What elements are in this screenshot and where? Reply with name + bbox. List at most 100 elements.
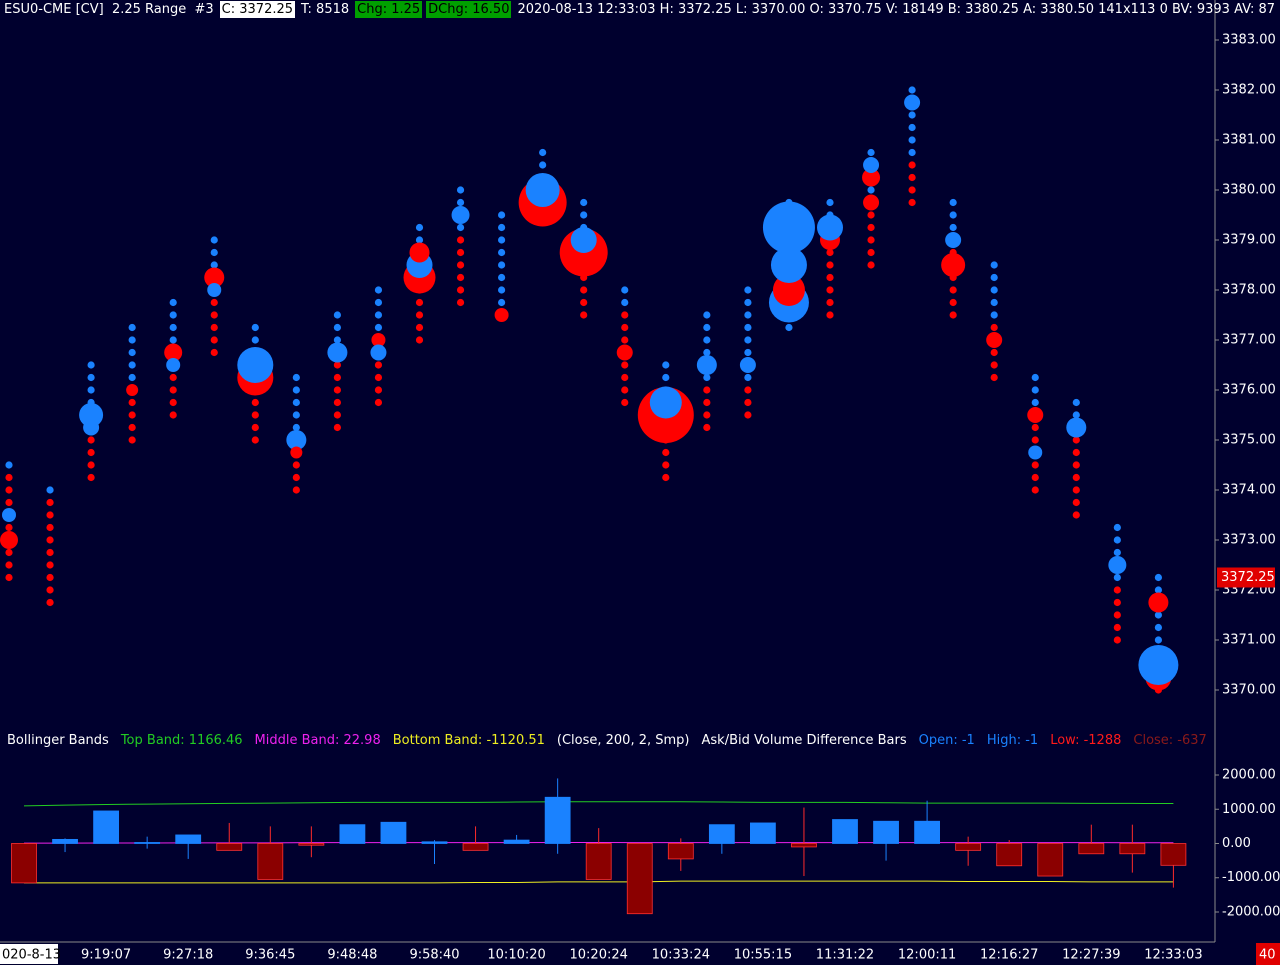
- volume-bubble: [863, 194, 880, 211]
- last-price-label: 3372.25: [1221, 570, 1275, 585]
- level-dot: [908, 123, 916, 132]
- level-dot: [292, 411, 300, 419]
- time-label: 9:48:48: [327, 948, 377, 963]
- level-dot: [415, 298, 424, 307]
- level-dot: [456, 298, 465, 307]
- level-dot: [744, 323, 752, 332]
- candle-body: [626, 843, 653, 915]
- level-dot: [703, 373, 711, 382]
- level-dot: [374, 398, 383, 407]
- level-dot: [333, 386, 341, 394]
- level-dot: [621, 311, 629, 319]
- level-dot: [1031, 398, 1039, 407]
- candle-body: [585, 843, 612, 880]
- level-dot: [703, 311, 711, 319]
- level-dot: [867, 261, 875, 269]
- level-dot: [703, 348, 711, 357]
- volume-bubble: [863, 157, 880, 173]
- level-dot: [949, 286, 957, 294]
- level-dot: [703, 411, 711, 419]
- level-dot: [292, 423, 300, 432]
- volume-bubble: [79, 403, 104, 427]
- level-dot: [744, 311, 752, 319]
- volume-bubble: [370, 344, 387, 361]
- level-dot: [169, 411, 177, 419]
- level-dot: [826, 311, 834, 319]
- legend-entry: Bottom Band: -1120.51: [392, 733, 545, 748]
- level-dot: [5, 473, 13, 482]
- level-dot: [128, 336, 136, 344]
- volume-bubble: [371, 333, 386, 347]
- level-dot: [580, 298, 588, 307]
- level-dot: [415, 336, 424, 344]
- level-dot: [415, 223, 424, 232]
- level-dot: [169, 398, 177, 407]
- volume-bubble: [762, 201, 815, 254]
- level-dot: [621, 298, 629, 307]
- level-dot: [46, 561, 54, 569]
- level-dot: [333, 323, 341, 332]
- level-dot: [87, 436, 95, 444]
- level-dot: [292, 398, 300, 407]
- candle-body: [421, 841, 448, 844]
- level-dot: [621, 373, 629, 382]
- level-dot: [539, 161, 547, 169]
- candle-body: [667, 843, 694, 860]
- volume-bubble: [772, 274, 805, 306]
- level-dot: [1113, 586, 1121, 594]
- level-dot: [456, 236, 465, 244]
- legend-entry: High: -1: [986, 733, 1039, 748]
- header: ESU0-CME [CV] 2.25 Range #3 C: 3372.25 T: …: [2, 1, 1277, 18]
- level-dot: [867, 186, 875, 194]
- level-dot: [908, 186, 916, 194]
- volume-bubble: [1066, 417, 1087, 438]
- level-dot: [5, 498, 13, 507]
- level-dot: [1113, 636, 1121, 644]
- level-dot: [5, 573, 13, 582]
- level-dot: [169, 336, 177, 344]
- level-dot: [498, 211, 506, 219]
- level-dot: [333, 373, 341, 382]
- level-dot: [1154, 636, 1162, 644]
- level-dot: [128, 361, 136, 369]
- level-dot: [580, 198, 588, 207]
- level-dot: [251, 423, 259, 432]
- volume-bubble: [286, 430, 307, 450]
- level-dot: [1031, 386, 1039, 394]
- level-dot: [1031, 486, 1039, 494]
- volume-bubble: [649, 386, 682, 419]
- volume-bubble: [83, 419, 100, 436]
- level-dot: [87, 361, 95, 369]
- level-dot: [5, 548, 13, 557]
- level-dot: [498, 273, 506, 282]
- level-dot: [333, 411, 341, 419]
- level-dot: [128, 323, 136, 332]
- level-dot: [5, 523, 13, 532]
- level-dot: [374, 361, 383, 369]
- level-dot: [292, 473, 300, 482]
- volume-bubble: [817, 214, 843, 241]
- level-dot: [169, 311, 177, 319]
- level-dot: [128, 348, 136, 357]
- time-label: 10:55:15: [734, 948, 792, 963]
- candle-body: [1078, 843, 1105, 855]
- level-dot: [744, 286, 752, 294]
- level-dot: [1113, 523, 1121, 532]
- level-dot: [46, 586, 54, 594]
- candle-body: [298, 843, 325, 846]
- level-dot: [128, 398, 136, 407]
- level-dot: [169, 323, 177, 332]
- volume-bubble: [739, 357, 756, 373]
- level-dot: [621, 398, 629, 407]
- level-dot: [1072, 511, 1080, 519]
- candle-body: [832, 819, 858, 844]
- level-dot: [374, 323, 383, 332]
- level-dot: [744, 398, 752, 407]
- level-dot: [210, 298, 218, 307]
- band-line: [23, 801, 1174, 807]
- level-dot: [580, 311, 588, 319]
- level-dot: [456, 198, 465, 207]
- level-dot: [87, 386, 95, 394]
